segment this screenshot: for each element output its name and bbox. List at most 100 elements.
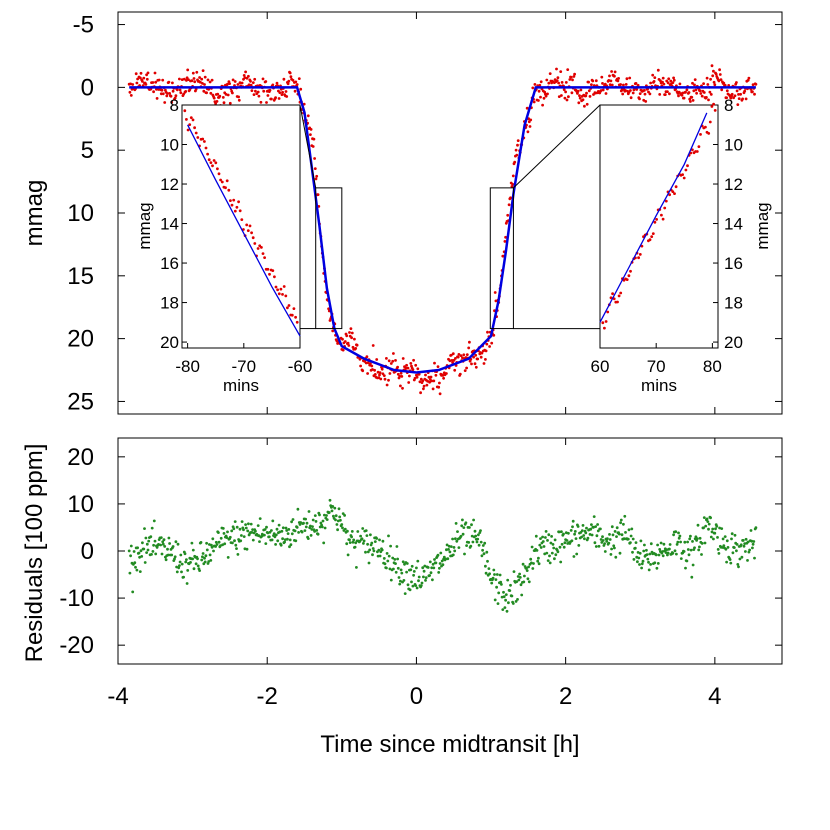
light-curve-point [155,97,159,100]
light-curve-point [350,336,353,340]
light-curve-point [751,90,754,94]
inset-point [214,161,218,165]
residual-point [203,556,206,560]
light-curve-point [203,75,207,79]
light-curve-point [671,81,675,84]
residual-point [350,535,353,539]
residual-point [365,534,369,537]
residual-point [256,524,260,527]
residual-point [751,542,755,546]
residual-point [138,570,142,573]
residual-point [396,557,399,561]
light-curve-point [454,357,457,360]
residual-point [716,536,719,539]
inset-point [256,247,260,250]
residual-point [247,522,250,526]
residual-point [498,573,502,577]
inset-y-tick-label: 20 [160,333,179,352]
residual-point [293,529,297,533]
light-curve-point [427,375,431,379]
residual-point [698,545,701,549]
light-curve-point [198,80,202,84]
residual-point [325,514,328,517]
light-curve-point [244,70,248,74]
residual-point [392,567,395,571]
residual-point [658,548,662,551]
light-curve-point [480,351,484,355]
light-curve-point [206,78,210,82]
light-curve-point [350,331,354,335]
residual-point [691,563,695,567]
residual-point [677,531,680,535]
residual-point [551,543,555,546]
residual-point [228,535,232,539]
residual-point [221,543,225,547]
light-curve-point [201,82,204,85]
residual-point [334,518,337,522]
light-curve-point [171,81,174,85]
residual-point [307,510,311,513]
residual-point [484,571,488,575]
residual-point [742,544,746,548]
light-curve-point [422,387,425,391]
residual-point [482,552,486,556]
residual-point [370,541,374,545]
residual-point [277,523,281,527]
residual-point [251,538,255,542]
light-curve-point [631,91,635,95]
inset-point [682,176,686,180]
residual-point [127,549,131,553]
residual-point [318,513,321,517]
light-curve-point [557,95,561,98]
inset-point [276,288,279,292]
inset-point [225,179,229,183]
light-curve-point [247,74,250,78]
zoom-box [315,187,343,330]
light-curve-point [608,74,611,78]
residual-point [157,543,160,546]
residual-point [348,541,352,544]
residual-point [509,583,512,587]
residual-point [453,549,457,553]
residual-point [481,544,485,547]
residual-point [134,565,137,569]
light-curve-point [228,101,232,105]
light-curve-point [576,89,580,93]
residual-point [364,550,367,554]
residual-point [316,532,320,536]
residual-point [690,575,694,579]
light-curve-point [661,76,665,80]
light-curve-point [271,83,275,87]
residual-point [222,532,226,535]
inset-point [661,217,665,221]
light-curve-point [387,359,391,363]
light-curve-point [375,358,379,361]
light-curve-point [747,76,751,80]
inset-point [686,164,689,168]
residual-point [607,541,611,545]
residual-point [371,547,375,550]
residual-point [313,530,316,533]
light-curve-point [164,88,167,92]
residual-point [385,566,388,570]
inset-point [191,118,195,122]
residual-point [580,529,584,532]
light-curve-point [599,89,603,92]
light-curve-point [547,81,551,85]
residual-point [698,536,702,540]
residual-point [613,546,616,550]
light-curve-point [735,81,738,84]
residual-point [154,552,158,556]
light-curve-point [228,82,232,85]
residual-point [170,553,174,557]
residual-point [612,544,616,548]
residual-point [364,529,368,532]
inset-point [637,256,640,260]
light-curve-point [293,89,297,93]
residual-point [468,526,471,529]
residual-point [372,549,376,553]
light-curve-point [567,95,570,99]
light-curve-point [607,79,611,82]
residual-point [375,537,379,540]
